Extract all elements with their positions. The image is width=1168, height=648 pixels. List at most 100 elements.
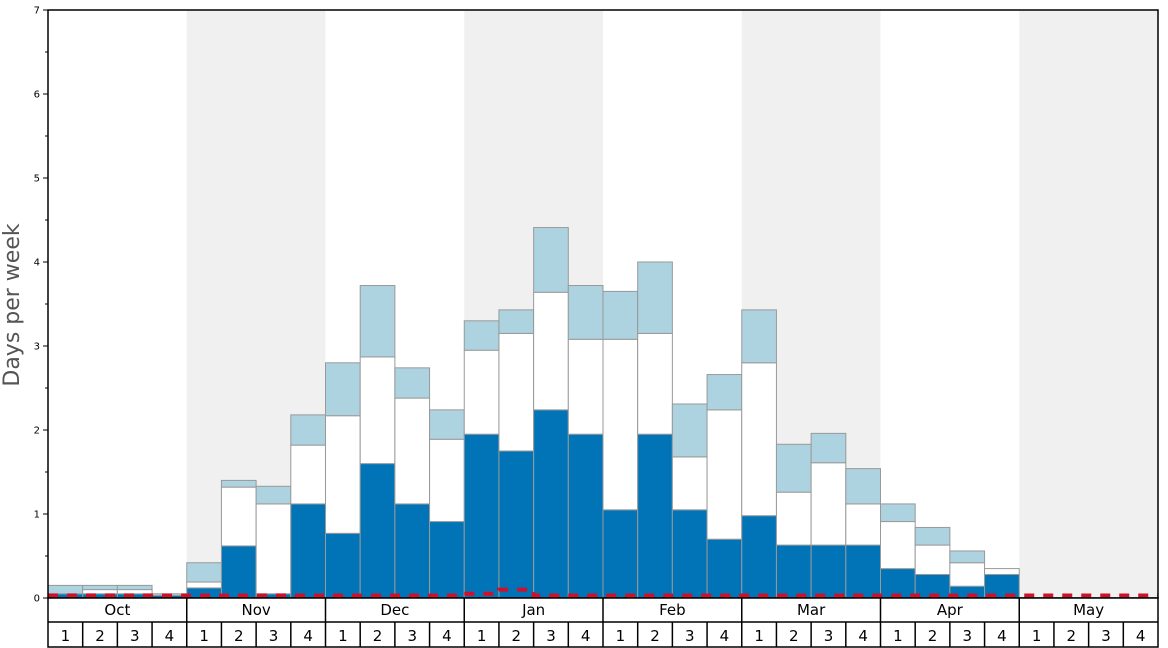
week-label: 3 [269, 627, 279, 645]
month-label: May [1073, 601, 1104, 619]
week-label: 1 [893, 627, 903, 645]
bar-segment-mid [637, 332, 673, 435]
bar-segment-dark [533, 409, 569, 599]
bar-segment-mid [775, 491, 812, 546]
week-label: 2 [1067, 627, 1077, 645]
bar-segment-mid [810, 462, 847, 546]
bar-segment-light [359, 285, 396, 358]
bar-segment-mid [463, 349, 500, 435]
bar-segment-mid [602, 338, 639, 511]
y-tick-label: 6 [34, 90, 40, 101]
bar-segment-mid [255, 503, 292, 595]
bar-segment-light [880, 503, 916, 523]
x-axis: Oct 1 2 3 4 Nov 1 2 3 4 Dec 1 2 3 4 Jan 1 2 3 4 Feb 1 2 3 4 Mar 1 2… [47, 597, 1159, 648]
bar-segment-mid [325, 415, 361, 534]
week-label: 4 [1136, 627, 1146, 645]
y-tick-label: 5 [34, 174, 40, 185]
bar-segment-mid [914, 544, 951, 575]
week-label: 3 [546, 627, 556, 645]
month-shade-band [1019, 10, 1158, 598]
y-tick-label: 1 [34, 510, 40, 521]
week-label: 2 [234, 627, 244, 645]
bar-segment-dark [220, 545, 257, 599]
bar-segment-dark [637, 433, 673, 599]
bar-segment-light [845, 468, 881, 505]
bar-segment-light [255, 485, 292, 505]
bar-segment-mid [359, 356, 396, 465]
bar-segment-mid [741, 362, 777, 517]
bar-segment-dark [706, 538, 743, 599]
week-label: 4 [858, 627, 868, 645]
week-label: 1 [61, 627, 71, 645]
bar-segment-light [463, 320, 500, 351]
month-label: Oct [104, 601, 130, 619]
month-label: Feb [659, 601, 686, 619]
week-label: 4 [997, 627, 1007, 645]
month-label: Jan [521, 601, 545, 619]
week-label: 3 [685, 627, 695, 645]
bars [47, 227, 1020, 599]
week-label: 1 [754, 627, 764, 645]
week-label: 3 [824, 627, 834, 645]
bar-segment-dark [567, 433, 604, 599]
y-axis-label: Days per week [0, 223, 25, 386]
week-label: 4 [720, 627, 730, 645]
bar-segment-dark [498, 450, 535, 599]
week-label: 2 [95, 627, 105, 645]
bar-segment-mid [533, 291, 569, 411]
month-label: Nov [241, 601, 270, 619]
bar-segment-light [914, 526, 951, 546]
week-label: 1 [338, 627, 348, 645]
bar-segment-light [567, 285, 604, 340]
bar-segment-mid [394, 397, 431, 505]
bar-segment-mid [186, 581, 222, 589]
bar-segment-mid [845, 503, 881, 546]
bar-segment-dark [845, 544, 881, 599]
bar-segment-light [290, 414, 326, 446]
y-tick-label: 0 [34, 594, 40, 605]
bar-segment-mid [880, 521, 916, 570]
week-label: 1 [199, 627, 209, 645]
reference-line-group [48, 587, 1158, 598]
bar-segment-dark [359, 463, 396, 599]
bar-segment-dark [325, 532, 361, 599]
bar-segment-mid [949, 562, 986, 587]
bar-segment-dark [429, 521, 465, 599]
week-label: 3 [407, 627, 417, 645]
bar-segment-mid [706, 409, 743, 540]
y-tick-label: 2 [34, 426, 40, 437]
bar-segment-light [741, 309, 777, 364]
week-label: 4 [165, 627, 175, 645]
week-label: 4 [303, 627, 313, 645]
bar-segment-light [533, 227, 569, 293]
bar-segment-mid [984, 568, 1020, 575]
month-label: Dec [380, 601, 409, 619]
y-tick-label: 3 [34, 342, 40, 353]
week-label: 1 [616, 627, 626, 645]
week-label: 2 [373, 627, 383, 645]
bar-segment-light [429, 409, 465, 440]
y-tick-label: 7 [34, 6, 40, 17]
bar-segment-mid [290, 444, 326, 505]
bar-segment-dark [775, 544, 812, 599]
week-label: 2 [928, 627, 938, 645]
bar-segment-dark [290, 503, 326, 599]
bar-segment-dark [394, 503, 431, 599]
bar-segment-light [949, 550, 986, 564]
week-label: 3 [1101, 627, 1111, 645]
week-label: 3 [130, 627, 140, 645]
bar-segment-light [82, 584, 118, 591]
week-label: 3 [962, 627, 972, 645]
week-label: 2 [512, 627, 522, 645]
week-label: 2 [789, 627, 799, 645]
bar-segment-light [186, 562, 222, 583]
bar-segment-light [116, 584, 153, 591]
week-label: 1 [1032, 627, 1042, 645]
week-label: 2 [650, 627, 660, 645]
bar-segment-light [498, 309, 535, 334]
bar-segment-mid [567, 338, 604, 435]
month-label: Apr [937, 601, 964, 619]
week-label: 4 [581, 627, 591, 645]
reference-line [48, 587, 1158, 598]
